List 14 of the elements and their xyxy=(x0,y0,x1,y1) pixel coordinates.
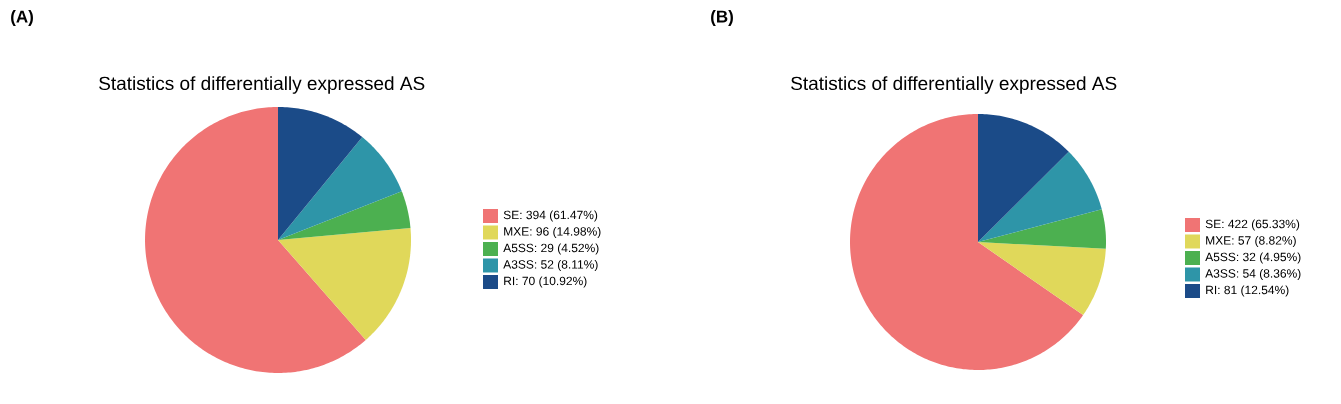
legend-label: A5SS: 29 (4.52%) xyxy=(503,243,599,255)
legend-label: SE: 394 (61.47%) xyxy=(503,210,598,222)
legend-label: SE: 422 (65.33%) xyxy=(1205,219,1300,231)
legend-label: RI: 70 (10.92%) xyxy=(504,276,587,288)
legend-label: A3SS: 54 (8.36%) xyxy=(1205,268,1301,281)
legend-label: A5SS: 32 (4.95%) xyxy=(1205,252,1301,264)
chart-title: Statistics of differentially expressed AS xyxy=(791,76,1117,94)
legend-label: RI: 81 (12.54%) xyxy=(1206,285,1289,297)
legend-label: MXE: 57 (8.82%) xyxy=(1206,235,1296,248)
legend-label: A3SS: 52 (8.11%) xyxy=(503,259,598,272)
text: (B) xyxy=(711,10,733,26)
chart-title: Statistics of differentially expressed AS xyxy=(99,76,425,94)
legend-label: MXE: 96 (14.98%) xyxy=(504,226,601,239)
text: (A) xyxy=(11,10,33,26)
